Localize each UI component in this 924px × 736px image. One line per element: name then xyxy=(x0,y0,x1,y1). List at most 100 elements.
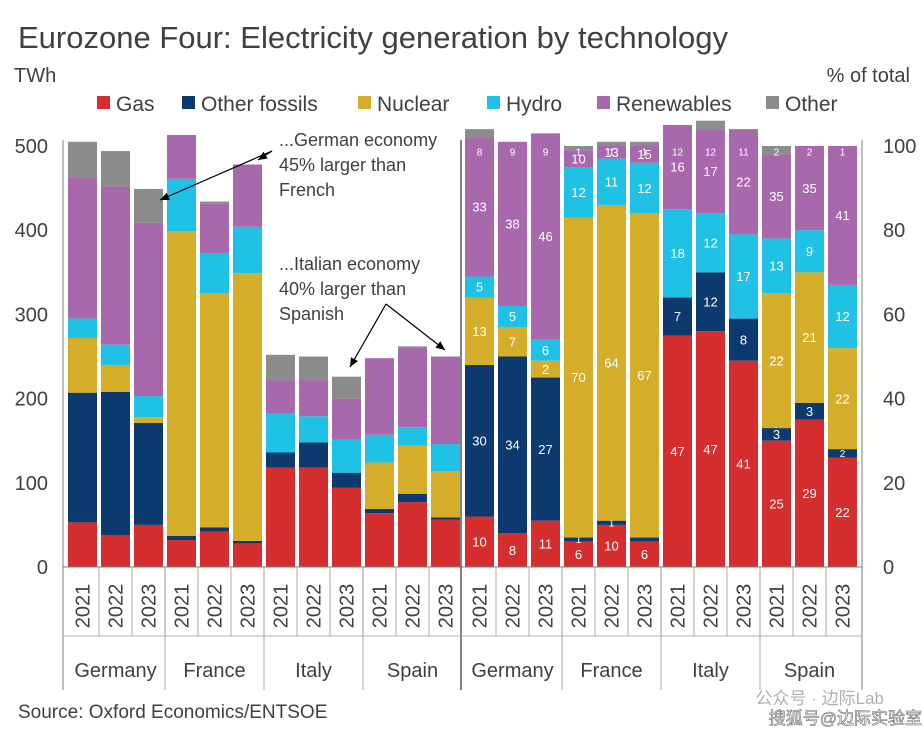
data-label: 2 xyxy=(774,148,780,159)
bar-pct-gas xyxy=(630,541,659,567)
bar-twh-hydro xyxy=(200,252,229,294)
data-label: 13 xyxy=(472,324,486,339)
legend-label-hydro: Hydro xyxy=(506,93,562,116)
bar-twh-gas xyxy=(266,467,295,567)
bar-pct-other xyxy=(762,146,791,155)
data-label: 47 xyxy=(703,442,717,457)
bar-pct-gas xyxy=(762,440,791,567)
bar-pct-renewables xyxy=(597,146,626,159)
bar-pct-gas xyxy=(531,520,560,567)
bar-twh-hydro xyxy=(134,396,163,418)
legend-label-nuclear: Nuclear xyxy=(377,93,449,116)
data-label: 6 xyxy=(542,343,549,358)
year-label: 2021 xyxy=(73,584,95,629)
bar-pct-nuclear xyxy=(795,272,824,403)
bar-twh-other-fossils xyxy=(167,535,196,541)
bar-twh-hydro xyxy=(299,416,328,443)
bar-pct-gas xyxy=(828,457,857,567)
bar-pct-renewables xyxy=(630,146,659,163)
arrow-head xyxy=(258,151,268,160)
bar-twh-hydro xyxy=(365,434,394,463)
data-label: 12 xyxy=(571,185,585,200)
year-label: 2022 xyxy=(106,584,128,629)
year-label: 2022 xyxy=(403,584,425,629)
bar-pct-hydro xyxy=(729,234,758,319)
data-label: 35 xyxy=(769,189,783,204)
legend-label-other-fossils: Other fossils xyxy=(201,93,318,116)
bar-pct-other-fossils xyxy=(696,272,725,332)
bar-pct-other xyxy=(597,141,626,146)
data-label: 2 xyxy=(807,148,813,159)
data-label: 12 xyxy=(637,181,651,196)
bar-twh-other xyxy=(299,356,328,381)
bar-twh-renewables xyxy=(233,164,262,227)
data-label: 46 xyxy=(538,229,552,244)
bar-twh-gas xyxy=(299,467,328,567)
bar-pct-nuclear xyxy=(465,297,494,365)
country-label: Germany xyxy=(471,660,553,682)
data-label: 22 xyxy=(835,391,849,406)
country-label: Spain xyxy=(784,660,835,682)
bar-pct-other xyxy=(465,129,494,138)
bar-twh-hydro xyxy=(266,413,295,453)
data-label: 29 xyxy=(802,486,816,501)
right-tick-label: 80 xyxy=(883,220,905,242)
arrow-head xyxy=(435,341,445,350)
bar-pct-other-fossils xyxy=(564,537,593,542)
bar-pct-nuclear xyxy=(630,213,659,538)
bar-pct-gas xyxy=(597,524,626,567)
source-note: Source: Oxford Economics/ENTSOE xyxy=(18,702,327,723)
bar-twh-other-fossils xyxy=(266,452,295,468)
left-tick-label: 0 xyxy=(37,557,48,579)
data-label: 1 xyxy=(840,148,846,159)
year-label: 2023 xyxy=(238,584,260,629)
bar-pct-other-fossils xyxy=(729,318,758,361)
bar-pct-other xyxy=(564,146,593,151)
legend-label-renewables: Renewables xyxy=(616,93,732,116)
annotation-text: ...German economy xyxy=(279,130,437,150)
bar-twh-gas xyxy=(134,524,163,567)
data-label: 6 xyxy=(575,547,582,562)
data-label: 30 xyxy=(472,433,486,448)
bar-pct-other-fossils xyxy=(465,364,494,517)
bar-twh-nuclear xyxy=(398,445,427,494)
bar-twh-gas xyxy=(101,535,130,567)
year-label: 2022 xyxy=(304,584,326,629)
bar-pct-renewables xyxy=(564,150,593,168)
left-tick-label: 200 xyxy=(15,389,48,411)
bar-twh-other-fossils xyxy=(299,442,328,468)
watermark-text: 公众号 · 边际Lab xyxy=(756,689,884,708)
data-label: 10 xyxy=(604,539,618,554)
bar-twh-nuclear xyxy=(101,364,130,392)
bar-twh-other-fossils xyxy=(134,423,163,525)
bar-twh-renewables xyxy=(134,222,163,397)
bar-pct-renewables xyxy=(762,154,791,239)
bar-pct-hydro xyxy=(564,167,593,218)
legend-swatch-hydro xyxy=(487,96,500,109)
left-tick-label: 400 xyxy=(15,220,48,242)
bar-twh-other-fossils xyxy=(431,517,460,520)
bar-pct-other-fossils xyxy=(663,297,692,336)
bar-twh-other xyxy=(398,346,427,349)
bar-twh-nuclear xyxy=(134,417,163,424)
bar-pct-hydro xyxy=(630,162,659,214)
year-label: 2023 xyxy=(635,584,657,629)
bar-twh-nuclear xyxy=(365,462,394,509)
data-label: 21 xyxy=(802,330,816,345)
bar-pct-renewables xyxy=(531,133,560,340)
annotation-arrow xyxy=(159,150,273,201)
data-label: 41 xyxy=(835,208,849,223)
bar-twh-other xyxy=(134,188,163,223)
data-label: 22 xyxy=(736,174,750,189)
bar-twh-gas xyxy=(398,502,427,567)
bar-pct-nuclear xyxy=(531,360,560,378)
annotation-arrow xyxy=(349,303,387,368)
bar-pct-hydro xyxy=(762,238,791,294)
bar-pct-renewables xyxy=(663,124,692,210)
legend-label-other: Other xyxy=(785,93,838,116)
data-label: 22 xyxy=(769,353,783,368)
bar-twh-other-fossils xyxy=(398,493,427,503)
data-label: 70 xyxy=(571,370,585,385)
bar-twh-renewables xyxy=(431,356,460,445)
bar-twh-other-fossils xyxy=(365,508,394,514)
